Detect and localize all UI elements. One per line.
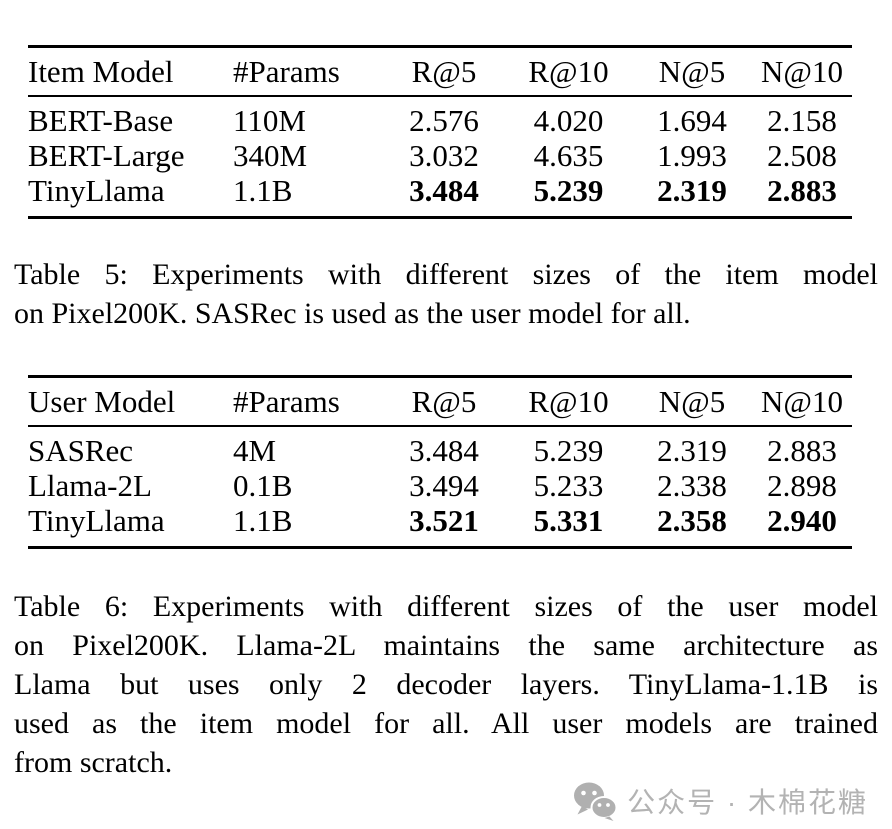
table-row: TinyLlama 1.1B 3.484 5.239 2.319 2.883	[28, 173, 852, 218]
table-cell: 5.239	[533, 173, 604, 208]
table-5-header-r10: R@10	[505, 46, 632, 97]
table-cell: 2.883	[767, 433, 837, 468]
table-cell: 5.233	[533, 468, 604, 503]
table-cell: 2.319	[657, 433, 727, 468]
table-5-header-n10: N@10	[752, 46, 852, 97]
table-cell: 4.635	[533, 138, 604, 173]
table-row: Llama-2L 0.1B 3.494 5.233 2.338 2.898	[28, 468, 852, 503]
table-row: SASRec 4M 3.484 5.239 2.319 2.883	[28, 426, 852, 468]
table-row: BERT-Base 110M 2.576 4.020 1.694 2.158	[28, 96, 852, 138]
table-cell: 2.898	[767, 468, 837, 503]
table-5-header: Item Model #Params R@5 R@10 N@5 N@10	[28, 46, 852, 97]
table-5-body: BERT-Base 110M 2.576 4.020 1.694 2.158 B…	[28, 96, 852, 218]
table-cell: 1.993	[657, 138, 727, 173]
table-cell: 2.338	[657, 468, 727, 503]
table-cell: 2.576	[409, 103, 479, 138]
table-cell: 110M	[233, 103, 306, 138]
caption-line: Table 6: Experiments with different size…	[14, 590, 878, 623]
table-cell: BERT-Base	[28, 103, 174, 138]
table-6-header-user-model: User Model	[28, 376, 233, 427]
table-cell: 0.1B	[233, 468, 293, 503]
caption-line: used as the item model for all. All user…	[14, 707, 878, 740]
table-cell: 5.239	[533, 433, 604, 468]
caption-line: on Pixel200K. SASRec is used as the user…	[14, 297, 691, 330]
table-header-row: Item Model #Params R@5 R@10 N@5 N@10	[28, 46, 852, 97]
caption-line: Llama but uses only 2 decoder layers. Ti…	[14, 668, 878, 701]
table-cell: 1.694	[657, 103, 727, 138]
table-6-header-r10: R@10	[505, 376, 632, 427]
table-cell: Llama-2L	[28, 468, 152, 503]
table-6-header: User Model #Params R@5 R@10 N@5 N@10	[28, 376, 852, 427]
table-5-caption: Table 5: Experiments with different size…	[14, 255, 878, 333]
table-cell: 340M	[233, 138, 308, 173]
table-6-header-params: #Params	[233, 376, 383, 427]
table-5-header-n5: N@5	[632, 46, 752, 97]
table-cell: 3.484	[409, 433, 479, 468]
table-cell: 2.319	[657, 173, 727, 208]
table-6-caption: Table 6: Experiments with different size…	[14, 587, 878, 782]
table-cell: TinyLlama	[28, 503, 165, 538]
table-cell: 3.484	[409, 173, 479, 208]
table-5-header-params: #Params	[233, 46, 383, 97]
table-6-header-n10: N@10	[752, 376, 852, 427]
table-cell: 5.331	[533, 503, 604, 538]
watermark: 公众号 · 木棉花糖	[573, 781, 868, 821]
table-cell: 2.883	[767, 173, 837, 208]
caption-line: on Pixel200K. Llama-2L maintains the sam…	[14, 629, 878, 662]
table-row: BERT-Large 340M 3.032 4.635 1.993 2.508	[28, 138, 852, 173]
table-5-header-r5: R@5	[383, 46, 505, 97]
table-header-row: User Model #Params R@5 R@10 N@5 N@10	[28, 376, 852, 427]
watermark-text: 公众号 · 木棉花糖	[627, 787, 868, 818]
table-cell: 3.032	[409, 138, 479, 173]
table-row: TinyLlama 1.1B 3.521 5.331 2.358 2.940	[28, 503, 852, 548]
table-cell: 3.494	[409, 468, 479, 503]
table-6-header-n5: N@5	[632, 376, 752, 427]
wechat-icon	[573, 781, 618, 821]
table-cell: TinyLlama	[28, 173, 165, 208]
table-cell: 2.508	[767, 138, 837, 173]
table-6-body: SASRec 4M 3.484 5.239 2.319 2.883 Llama-…	[28, 426, 852, 548]
table-5: Item Model #Params R@5 R@10 N@5 N@10 BER…	[28, 45, 852, 219]
table-cell: 1.1B	[233, 503, 293, 538]
table-cell: 4M	[233, 433, 277, 468]
caption-line: from scratch.	[14, 746, 173, 779]
table-5-header-item-model: Item Model	[28, 46, 233, 97]
table-cell: 2.940	[767, 503, 837, 538]
table-cell: 3.521	[409, 503, 479, 538]
caption-line: Table 5: Experiments with different size…	[14, 258, 878, 291]
table-cell: BERT-Large	[28, 138, 185, 173]
table-6: User Model #Params R@5 R@10 N@5 N@10 SAS…	[28, 375, 852, 549]
table-cell: 2.358	[657, 503, 727, 538]
table-cell: 2.158	[767, 103, 837, 138]
table-cell: 4.020	[533, 103, 604, 138]
table-6-header-r5: R@5	[383, 376, 505, 427]
table-cell: SASRec	[28, 433, 134, 468]
table-cell: 1.1B	[233, 173, 293, 208]
